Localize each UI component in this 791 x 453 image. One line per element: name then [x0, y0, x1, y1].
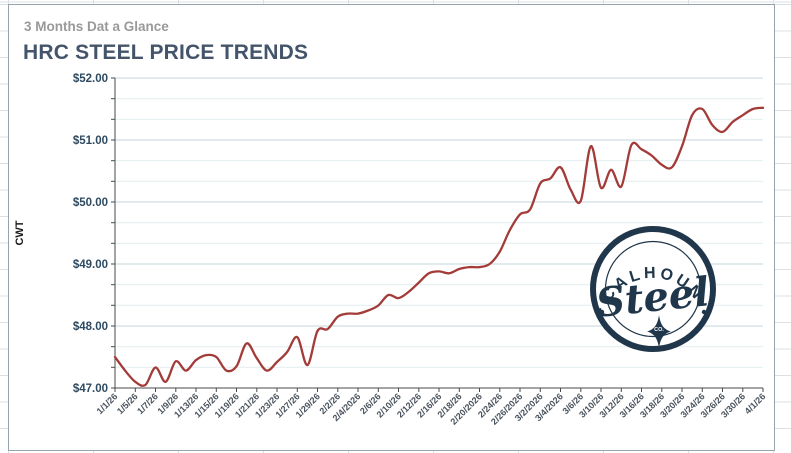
chart-title: HRC STEEL PRICE TRENDS [23, 41, 309, 64]
y-tick-label: $51.00 [73, 135, 108, 147]
logo-inner-ring [604, 240, 702, 338]
chart-frame: 3 Months Dat a Glance HRC STEEL PRICE TR… [8, 4, 775, 451]
x-tick-label: 4/1/26 [743, 391, 768, 416]
y-axis-title: CWT [14, 220, 26, 245]
x-tick-label: 1/5/26 [115, 391, 140, 416]
x-tick-label: 1/7/26 [135, 391, 160, 416]
y-tick-label: $52.00 [73, 73, 108, 85]
y-tick-label: $47.00 [73, 383, 108, 395]
y-tick-label: $50.00 [73, 197, 108, 209]
price-line [113, 106, 765, 387]
chart-subtitle: 3 Months Dat a Glance [24, 19, 169, 34]
logo-right-dot [701, 309, 707, 315]
logo-star-icon [647, 315, 671, 348]
logo-outer-ring [590, 226, 716, 352]
x-tick-label: 1/1/26 [95, 391, 120, 416]
y-tick-label: $48.00 [73, 321, 108, 333]
y-tick-label: $49.00 [73, 259, 108, 271]
logo-co-text: CO. [654, 327, 664, 333]
calhoun-steel-logo: CALHOUN Steel CO. [590, 226, 716, 352]
logo-left-dot [599, 309, 605, 315]
